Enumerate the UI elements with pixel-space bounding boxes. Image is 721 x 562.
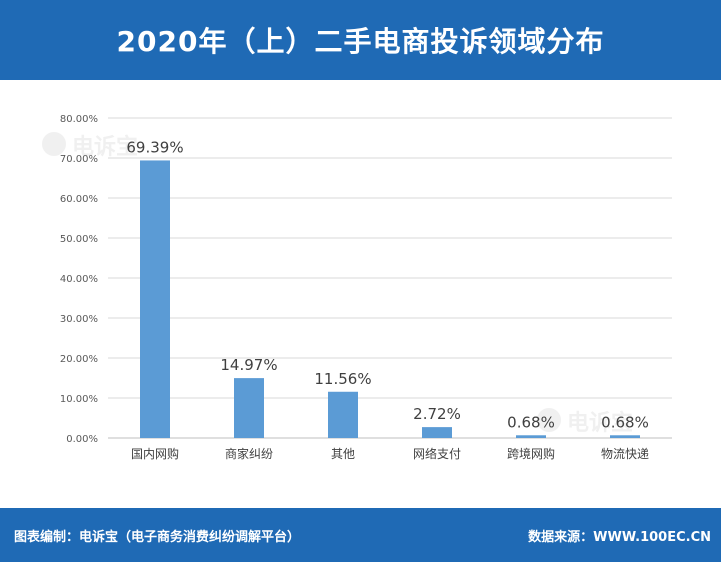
- y-tick-label: 50.00%: [60, 234, 98, 245]
- watermark-text: 电诉宝: [567, 410, 633, 436]
- x-tick-label: 网络支付: [413, 446, 461, 461]
- chart-area: 电诉宝 电诉宝 0.00% 10.00% 20.00% 30.00% 40.00% 50.…: [0, 80, 721, 508]
- y-axis-ticks: 0.00% 10.00% 20.00% 30.00% 40.00% 50.00% 60.00…: [60, 114, 98, 445]
- bar-chart: 电诉宝 电诉宝 0.00% 10.00% 20.00% 30.00% 40.00% 50.…: [42, 114, 672, 461]
- y-tick-label: 20.00%: [60, 354, 98, 365]
- data-label: 14.97%: [220, 356, 277, 374]
- bar: [610, 435, 640, 438]
- y-tick-label: 30.00%: [60, 314, 98, 325]
- y-tick-label: 70.00%: [60, 154, 98, 165]
- data-label: 0.68%: [507, 413, 555, 431]
- x-tick-label: 国内网购: [131, 446, 179, 461]
- y-tick-label: 10.00%: [60, 394, 98, 405]
- data-labels: 69.39% 14.97% 11.56% 2.72% 0.68% 0.68%: [126, 138, 648, 431]
- chart-footer: 图表编制：电诉宝（电子商务消费纠纷调解平台） 数据来源：WWW.100EC.CN: [0, 508, 721, 562]
- bars: [140, 160, 640, 438]
- watermark-icon: [42, 132, 66, 156]
- y-tick-label: 60.00%: [60, 194, 98, 205]
- bar: [328, 391, 358, 438]
- footer-source: 数据来源：WWW.100EC.CN: [528, 529, 711, 545]
- x-tick-label: 其他: [331, 447, 355, 461]
- footer-credit: 图表编制：电诉宝（电子商务消费纠纷调解平台）: [14, 529, 301, 545]
- bar: [140, 160, 170, 438]
- data-label: 11.56%: [314, 370, 371, 388]
- data-label: 0.68%: [601, 413, 649, 431]
- y-tick-label: 80.00%: [60, 114, 98, 125]
- watermark-logo: 电诉宝: [537, 408, 633, 436]
- x-tick-label: 物流快递: [601, 447, 649, 461]
- x-tick-label: 跨境网购: [507, 446, 555, 461]
- chart-header: 2020年（上）二手电商投诉领域分布: [0, 0, 721, 80]
- watermark-logo: 电诉宝: [42, 132, 138, 160]
- x-tick-label: 商家纠纷: [225, 446, 273, 461]
- watermark-icon: [537, 408, 561, 432]
- y-tick-label: 40.00%: [60, 274, 98, 285]
- data-label: 2.72%: [413, 405, 461, 423]
- bar: [516, 435, 546, 438]
- watermark-text: 电诉宝: [72, 134, 138, 160]
- y-tick-label: 0.00%: [66, 434, 98, 445]
- x-axis-ticks: 国内网购 商家纠纷 其他 网络支付 跨境网购 物流快递: [131, 446, 649, 461]
- bar: [234, 378, 264, 438]
- data-label: 69.39%: [126, 138, 183, 156]
- gridlines: [108, 117, 672, 439]
- bar: [422, 427, 452, 438]
- chart-title: 2020年（上）二手电商投诉领域分布: [116, 25, 605, 58]
